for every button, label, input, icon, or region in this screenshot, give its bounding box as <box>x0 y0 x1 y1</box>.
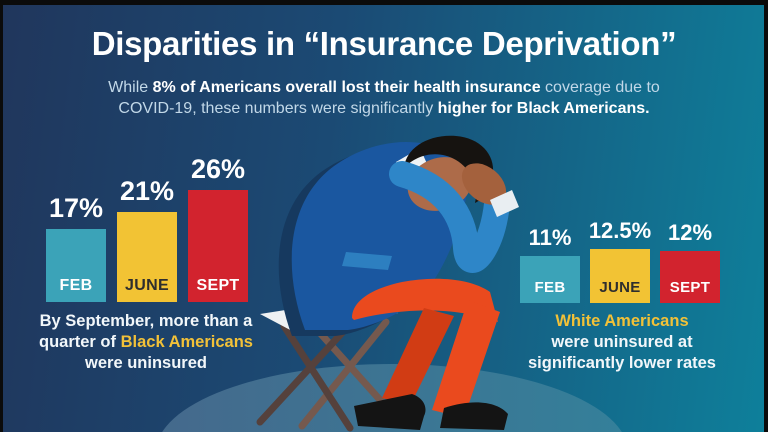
bar: SEPT <box>660 251 720 303</box>
jacket-pocket <box>342 252 392 270</box>
person-figure <box>278 135 519 430</box>
value-label: 26% <box>190 154 246 184</box>
caption-line: By September, more than a <box>39 312 253 330</box>
bar: JUNE <box>590 249 650 303</box>
accent-black-americans: Black Americans <box>120 333 253 351</box>
caption-black-americans: By September, more than a quarter of Bla… <box>12 311 280 374</box>
hands-on-head <box>461 163 507 205</box>
bar: FEB <box>46 229 106 302</box>
subtitle-line-1: While 8% of Americans overall lost their… <box>108 79 660 96</box>
category-label: FEB <box>534 279 566 296</box>
bar: FEB <box>520 256 580 303</box>
sleeve-arm <box>389 161 510 273</box>
category-label: SEPT <box>669 279 711 296</box>
bar-col-sept: 12% SEPT <box>660 220 720 303</box>
category-label: JUNE <box>125 277 169 294</box>
shoe-right <box>440 402 508 430</box>
caption-line: White Americans <box>496 311 748 332</box>
value-label: 12.5% <box>588 218 652 243</box>
bar-chart-white-americans: 11% FEB 12.5% JUNE 12% SEPT <box>520 218 720 303</box>
category-label: SEPT <box>196 277 240 294</box>
bar-col-feb: 17% FEB <box>46 193 106 302</box>
hair <box>404 135 494 203</box>
accent-white-americans: White Americans <box>555 312 689 330</box>
bar: SEPT <box>188 190 248 302</box>
caption-line: were uninsured <box>85 354 207 372</box>
subtitle-line-2: COVID-19, these numbers were significant… <box>118 100 650 117</box>
caption-line: significantly lower rates <box>528 354 716 372</box>
frame-left <box>0 0 3 432</box>
category-label: JUNE <box>599 279 641 296</box>
value-label: 21% <box>119 176 175 206</box>
shirt-cuff <box>490 190 519 217</box>
page-title: Disparities in “Insurance Deprivation” <box>91 25 677 62</box>
bar-col-june: 21% JUNE <box>117 176 177 302</box>
value-label: 17% <box>48 193 104 223</box>
bar-col-june: 12.5% JUNE <box>588 218 652 303</box>
bar-col-sept: 26% SEPT <box>188 154 248 302</box>
frame-top <box>0 0 768 5</box>
subtitle: While 8% of Americans overall lost their… <box>0 77 768 119</box>
caption-white-americans: White Americans were uninsured at signif… <box>496 311 748 374</box>
pants-thigh <box>352 278 498 322</box>
pants-shin-back <box>382 308 454 406</box>
bar-chart-black-americans: 17% FEB 21% JUNE 26% SEPT <box>46 154 248 302</box>
category-label: FEB <box>59 277 93 294</box>
frame-right <box>764 0 768 432</box>
caption-line: quarter of Black Americans <box>39 333 253 351</box>
bar: JUNE <box>117 212 177 302</box>
value-label: 11% <box>528 225 572 250</box>
caption-line: were uninsured at <box>551 333 693 351</box>
header: Disparities in “Insurance Deprivation” W… <box>0 23 768 119</box>
bar-col-feb: 11% FEB <box>520 225 580 303</box>
value-label: 12% <box>667 220 713 245</box>
shoe-left <box>354 394 426 430</box>
pants-shin-front <box>432 300 500 418</box>
